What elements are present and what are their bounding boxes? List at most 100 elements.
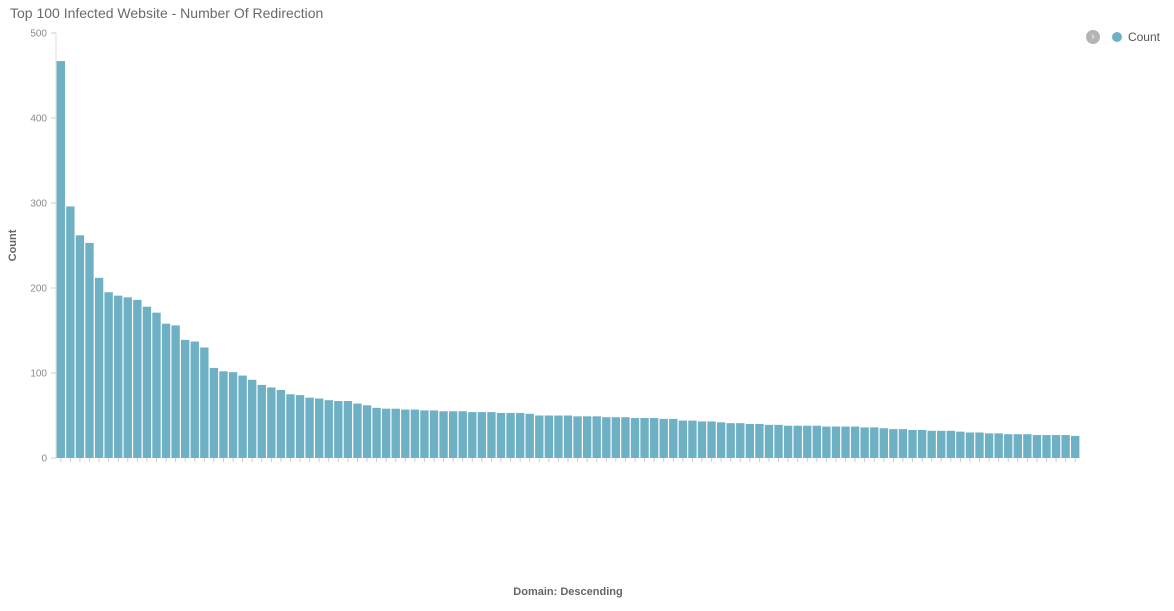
bar[interactable]: [582, 416, 592, 458]
bar[interactable]: [841, 426, 850, 458]
bar[interactable]: [831, 426, 841, 458]
bar[interactable]: [898, 429, 908, 458]
bar[interactable]: [94, 277, 104, 458]
bar[interactable]: [142, 306, 152, 458]
bar[interactable]: [1051, 435, 1061, 458]
bar[interactable]: [716, 422, 726, 458]
bar[interactable]: [515, 412, 525, 458]
bar[interactable]: [554, 415, 563, 459]
bar[interactable]: [267, 387, 276, 458]
bar[interactable]: [343, 401, 353, 458]
bar[interactable]: [248, 379, 257, 458]
bar[interactable]: [114, 295, 123, 458]
bar[interactable]: [726, 423, 735, 458]
bar[interactable]: [458, 411, 467, 458]
bar[interactable]: [228, 372, 238, 458]
bar[interactable]: [468, 412, 477, 458]
bar[interactable]: [525, 413, 534, 458]
bar[interactable]: [946, 430, 955, 458]
bar[interactable]: [276, 390, 286, 458]
bar[interactable]: [755, 424, 764, 458]
bar[interactable]: [812, 425, 822, 458]
bar[interactable]: [803, 425, 812, 458]
bar[interactable]: [544, 415, 554, 459]
bar[interactable]: [161, 323, 171, 458]
bar[interactable]: [975, 432, 984, 459]
bar[interactable]: [678, 420, 688, 458]
bar[interactable]: [736, 423, 745, 458]
bar[interactable]: [133, 299, 142, 458]
bar[interactable]: [85, 242, 94, 458]
bar[interactable]: [181, 339, 190, 458]
bar[interactable]: [649, 418, 659, 458]
bar[interactable]: [573, 416, 582, 458]
bar[interactable]: [640, 418, 649, 458]
bar[interactable]: [381, 408, 391, 458]
bar[interactable]: [850, 426, 860, 458]
bar[interactable]: [745, 424, 755, 458]
bar[interactable]: [602, 417, 611, 458]
bar[interactable]: [190, 341, 199, 458]
bar[interactable]: [764, 424, 774, 458]
bar[interactable]: [257, 384, 266, 458]
bar[interactable]: [937, 430, 946, 458]
bar[interactable]: [75, 235, 85, 458]
bar[interactable]: [669, 418, 678, 458]
bar[interactable]: [822, 426, 831, 458]
bar[interactable]: [1042, 435, 1051, 458]
bar[interactable]: [200, 347, 209, 459]
bar[interactable]: [659, 418, 668, 458]
bar[interactable]: [56, 61, 65, 459]
bar[interactable]: [994, 433, 1003, 458]
bar[interactable]: [123, 297, 132, 458]
bar[interactable]: [879, 428, 888, 458]
bar[interactable]: [1061, 435, 1070, 458]
bar[interactable]: [774, 424, 783, 458]
bar[interactable]: [860, 427, 869, 458]
bar[interactable]: [870, 427, 879, 458]
bar[interactable]: [152, 312, 161, 458]
bar[interactable]: [908, 429, 917, 458]
bar[interactable]: [391, 408, 400, 458]
bar[interactable]: [314, 398, 324, 459]
bar[interactable]: [439, 411, 448, 458]
bar[interactable]: [286, 394, 295, 458]
bar[interactable]: [219, 371, 228, 458]
bar[interactable]: [630, 418, 640, 458]
bar[interactable]: [688, 420, 697, 458]
bar[interactable]: [1032, 435, 1042, 458]
bar[interactable]: [592, 416, 601, 458]
bar[interactable]: [793, 425, 802, 458]
bar[interactable]: [104, 292, 113, 458]
bar[interactable]: [889, 429, 898, 458]
bar[interactable]: [448, 411, 458, 458]
bar[interactable]: [420, 410, 429, 458]
bar[interactable]: [477, 412, 487, 458]
bar[interactable]: [372, 407, 381, 458]
bar[interactable]: [353, 403, 362, 458]
bar[interactable]: [238, 375, 247, 458]
bar[interactable]: [324, 400, 333, 458]
bar[interactable]: [783, 425, 793, 458]
bar[interactable]: [496, 412, 506, 458]
chevron-right-icon[interactable]: ›: [1085, 30, 1100, 44]
bar[interactable]: [563, 415, 573, 459]
bar[interactable]: [171, 325, 180, 458]
bar[interactable]: [305, 397, 314, 458]
bar[interactable]: [917, 429, 927, 458]
bar[interactable]: [965, 432, 975, 459]
bar[interactable]: [401, 409, 410, 458]
bar[interactable]: [410, 409, 420, 458]
bar[interactable]: [535, 415, 544, 459]
bar[interactable]: [1023, 434, 1032, 458]
bar[interactable]: [956, 431, 965, 458]
bar[interactable]: [1004, 434, 1013, 458]
bar[interactable]: [621, 417, 630, 458]
bar[interactable]: [334, 401, 343, 458]
bar[interactable]: [707, 421, 716, 458]
bar[interactable]: [1071, 435, 1080, 458]
bar[interactable]: [927, 430, 936, 458]
bar[interactable]: [429, 410, 439, 458]
bar[interactable]: [611, 417, 621, 458]
bar[interactable]: [209, 367, 219, 458]
